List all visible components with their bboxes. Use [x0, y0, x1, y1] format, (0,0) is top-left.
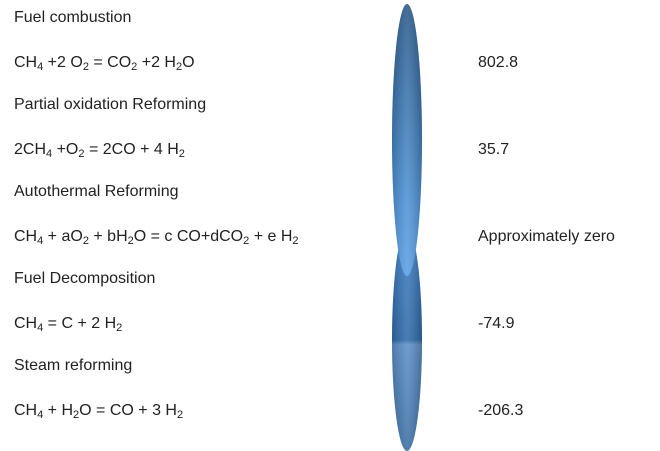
subscript: 2: [116, 322, 122, 334]
enthalpy-value: 802.8: [478, 53, 518, 73]
subscript: 2: [179, 148, 185, 160]
equation-text: = C + 2 H: [43, 315, 116, 332]
enthalpy-value: Approximately zero: [478, 227, 615, 247]
enthalpy-value: -74.9: [478, 314, 514, 334]
equation-text: + bH: [89, 228, 128, 245]
equation-text: + e H: [249, 228, 292, 245]
enthalpy-value: 35.7: [478, 140, 509, 160]
equation-text: O: [182, 54, 194, 71]
equation: CH4 +2 O2 = CO2 +2 H2O: [14, 53, 195, 73]
equation-text: CH: [14, 228, 37, 245]
reaction-name: Autothermal Reforming: [14, 182, 179, 202]
equation: CH4 + H2O = CO + 3 H2: [14, 401, 183, 421]
equation-text: = CO: [89, 54, 131, 71]
equation-text: 2CH: [14, 141, 46, 158]
equation-text: O = c CO+dCO: [134, 228, 243, 245]
equation-text: +2 O: [43, 54, 83, 71]
reaction-name: Steam reforming: [14, 356, 132, 376]
equation: CH4 + aO2 + bH2O = c CO+dCO2 + e H2: [14, 227, 299, 247]
equation-text: CH: [14, 402, 37, 419]
equation-text: + aO: [43, 228, 83, 245]
reaction-name: Fuel combustion: [14, 8, 131, 28]
equation-text: +2 H: [137, 54, 176, 71]
reaction-name: Fuel Decomposition: [14, 269, 155, 289]
subscript: 2: [177, 409, 183, 421]
upper-ellipse-shade: [392, 4, 422, 276]
equation-text: + H: [43, 402, 73, 419]
equation-text: CH: [14, 315, 37, 332]
equation-text: CH: [14, 54, 37, 71]
enthalpy-value: -206.3: [478, 401, 523, 421]
page: Fuel combustion CH4 +2 O2 = CO2 +2 H2O 802…: [0, 0, 660, 451]
equation-text: +O: [52, 141, 78, 158]
subscript: 2: [292, 235, 298, 247]
equation: 2CH4 +O2 = 2CO + 4 H2: [14, 140, 185, 160]
equation: CH4 = C + 2 H2: [14, 314, 122, 334]
reaction-name: Partial oxidation Reforming: [14, 95, 206, 115]
equation-text: = 2CO + 4 H: [85, 141, 179, 158]
equation-text: O = CO + 3 H: [79, 402, 177, 419]
